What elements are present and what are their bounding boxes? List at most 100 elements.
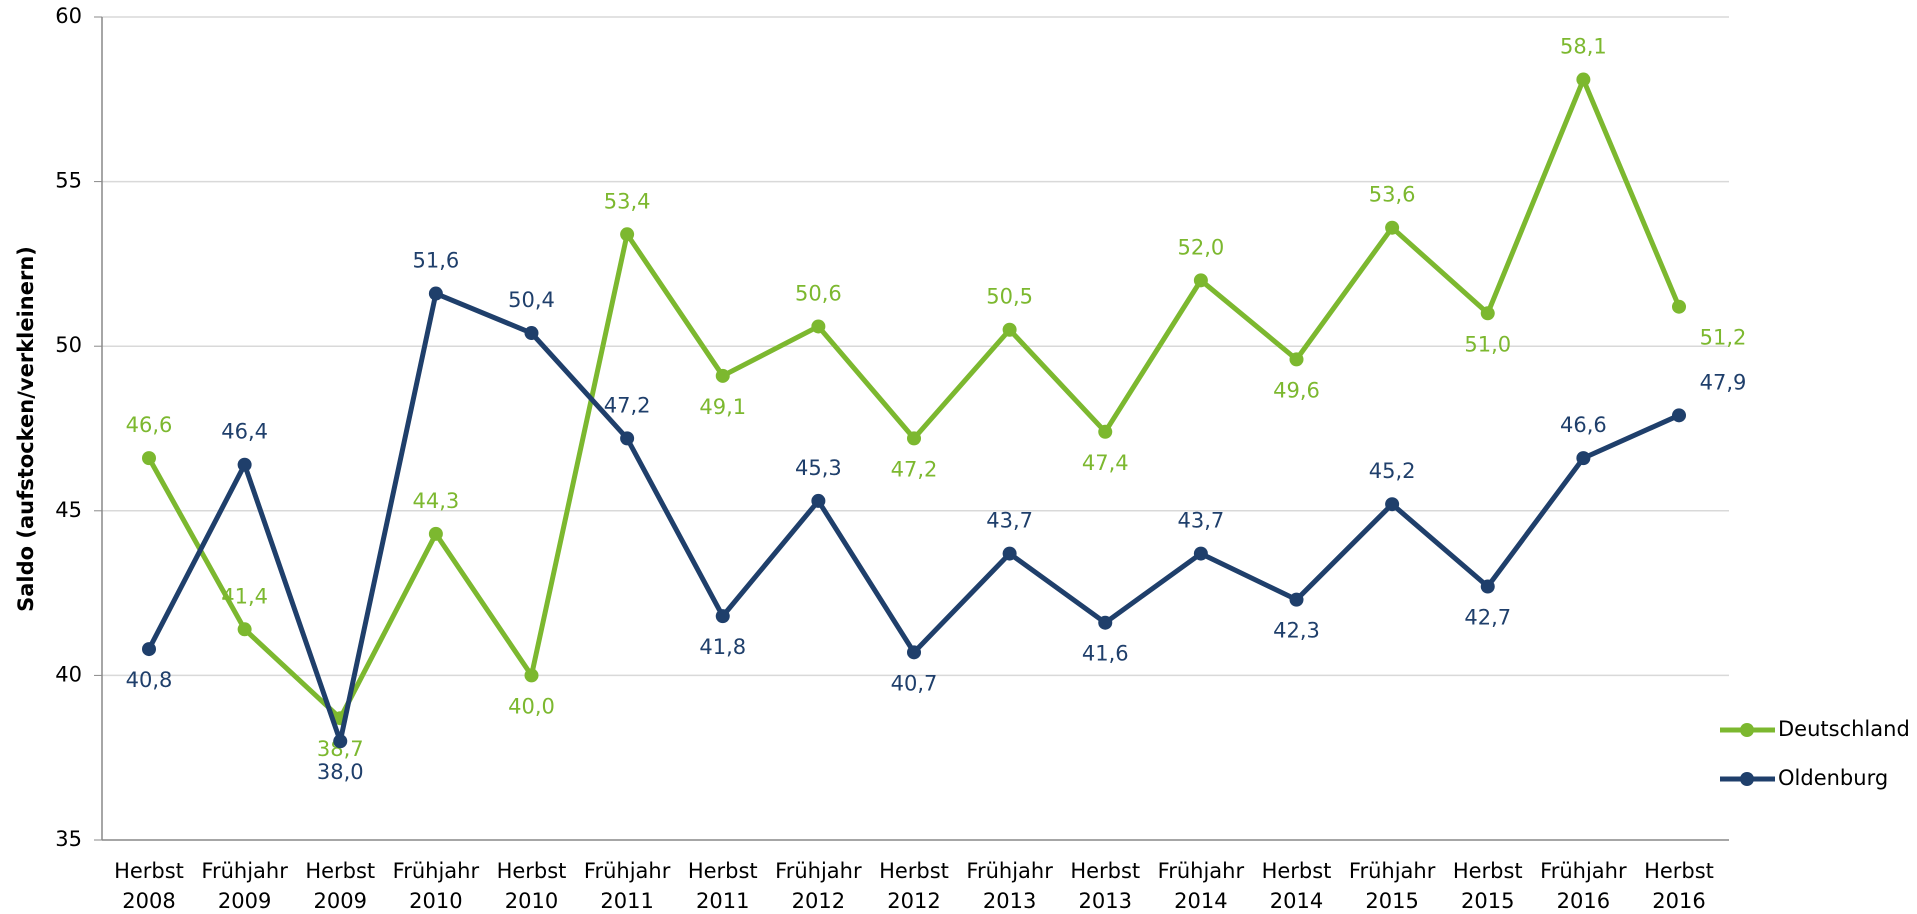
x-tick-label-line: Herbst: [1644, 859, 1714, 883]
data-label: 44,3: [412, 489, 459, 513]
data-point: [620, 431, 635, 446]
data-label: 49,6: [1273, 378, 1320, 402]
data-point: [1672, 299, 1686, 314]
data-point: [333, 734, 348, 749]
data-point: [1289, 592, 1304, 607]
data-point: [907, 645, 921, 660]
data-label: 53,4: [604, 189, 651, 213]
data-point: [1098, 424, 1113, 439]
data-point: [1480, 579, 1495, 594]
x-tick-label-line: Frühjahr: [584, 859, 671, 883]
data-label: 46,6: [1560, 413, 1607, 437]
data-point: [237, 622, 252, 637]
data-point: [1480, 306, 1495, 321]
data-label: 47,2: [604, 393, 651, 417]
data-label: 51,6: [412, 249, 459, 273]
data-point: [1193, 273, 1208, 288]
x-tick-label-line: 2015: [1365, 889, 1418, 913]
legend-marker: [1740, 723, 1754, 737]
x-tick-label-line: 2013: [983, 889, 1036, 913]
data-point: [524, 668, 539, 683]
data-point: [811, 493, 826, 508]
x-tick-label: Herbst 2008: [114, 859, 184, 913]
x-tick-label: Herbst 2015: [1453, 859, 1523, 913]
data-label: 47,9: [1700, 370, 1747, 394]
x-tick-label-line: Frühjahr: [201, 859, 288, 883]
data-point: [1385, 220, 1400, 235]
data-point: [1193, 546, 1208, 561]
data-point: [1576, 72, 1591, 87]
data-point: [620, 227, 635, 242]
x-tick-label: Herbst 2010: [497, 859, 567, 913]
x-tick-label-line: Herbst: [1070, 859, 1140, 883]
data-label: 50,6: [795, 281, 842, 305]
x-tick-label-line: Herbst: [879, 859, 949, 883]
data-label: 42,7: [1464, 606, 1511, 630]
x-tick-label-line: Frühjahr: [1349, 859, 1436, 883]
x-tick-label-line: Herbst: [1262, 859, 1332, 883]
data-point: [1002, 546, 1017, 561]
data-label: 46,6: [126, 413, 173, 437]
data-point: [1672, 408, 1686, 423]
data-point: [1098, 615, 1113, 630]
x-tick-label: Frühjahr 2014: [1158, 859, 1245, 913]
data-point: [1576, 451, 1591, 466]
x-tick-label-line: 2008: [122, 889, 175, 913]
x-tick-label-line: 2014: [1270, 889, 1323, 913]
x-tick-label-line: Frühjahr: [1158, 859, 1245, 883]
x-tick-label-line: Herbst: [1453, 859, 1523, 883]
x-tick-label: Frühjahr 2010: [393, 859, 480, 913]
data-label: 50,5: [986, 285, 1033, 309]
data-point: [237, 457, 252, 472]
x-tick-label-line: 2011: [696, 889, 749, 913]
x-tick-label-line: Herbst: [497, 859, 567, 883]
x-tick-label: Frühjahr 2009: [201, 859, 288, 913]
x-tick-label-line: Herbst: [688, 859, 758, 883]
x-tick-label-line: Herbst: [114, 859, 184, 883]
data-point: [1289, 352, 1304, 367]
data-label: 51,2: [1700, 326, 1747, 350]
x-tick-label-line: 2009: [314, 889, 367, 913]
legend-marker: [1740, 772, 1754, 786]
x-tick-label-line: 2009: [218, 889, 271, 913]
x-tick-label: Herbst 2011: [688, 859, 758, 913]
data-point: [1385, 497, 1400, 512]
x-tick-label-line: Frühjahr: [966, 859, 1053, 883]
data-label: 58,1: [1560, 35, 1607, 59]
x-tick-label: Herbst 2016: [1644, 859, 1714, 913]
x-tick-label: Herbst 2013: [1070, 859, 1140, 913]
data-label: 47,4: [1082, 451, 1129, 475]
y-axis-title: Saldo (aufstocken/verkleinern): [14, 246, 38, 612]
data-point: [811, 319, 826, 334]
x-tick-label: Herbst 2012: [879, 859, 949, 913]
y-tick-label: 60: [55, 4, 82, 28]
legend-label: Oldenburg: [1778, 766, 1888, 790]
data-label: 41,4: [221, 584, 268, 608]
data-point: [524, 326, 539, 341]
x-tick-label: Frühjahr 2012: [775, 859, 862, 913]
data-label: 45,2: [1369, 459, 1416, 483]
x-tick-label-line: Frühjahr: [1540, 859, 1627, 883]
y-tick-label: 50: [55, 333, 82, 357]
x-tick-label-line: 2016: [1557, 889, 1610, 913]
x-tick-label-line: 2012: [887, 889, 940, 913]
data-point: [715, 609, 730, 624]
data-label: 51,0: [1464, 332, 1511, 356]
data-label: 52,0: [1177, 235, 1224, 259]
data-label: 41,8: [699, 635, 746, 659]
data-point: [1002, 322, 1017, 337]
data-label: 46,4: [221, 420, 268, 444]
x-tick-label: Herbst 2009: [305, 859, 375, 913]
legend-label: Deutschland: [1778, 717, 1910, 741]
data-point: [428, 526, 443, 541]
x-tick-label-line: 2015: [1461, 889, 1514, 913]
data-label: 53,6: [1369, 183, 1416, 207]
x-tick-label-line: Frühjahr: [775, 859, 862, 883]
x-tick-label-line: 2016: [1652, 889, 1705, 913]
x-tick-label: Herbst 2014: [1262, 859, 1332, 913]
y-tick-label: 55: [55, 169, 82, 193]
data-label: 43,7: [986, 509, 1033, 533]
x-tick-label-line: 2011: [600, 889, 653, 913]
y-tick-label: 45: [55, 498, 82, 522]
